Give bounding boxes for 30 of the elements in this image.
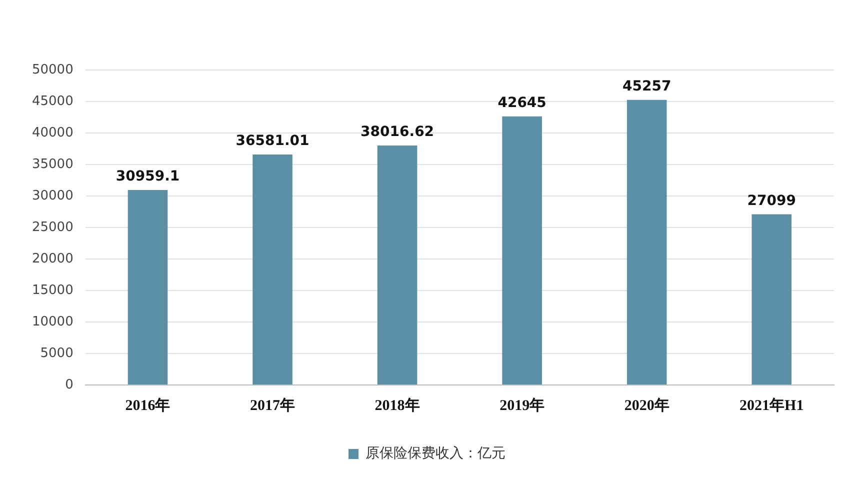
y-tick-label: 40000 [32, 125, 74, 140]
y-tick-label: 10000 [32, 314, 74, 330]
x-tick-label: 2019年 [500, 396, 545, 414]
x-tick-label: 2016年 [125, 396, 170, 414]
x-tick-label: 2017年 [250, 396, 296, 414]
data-label: 36581.01 [236, 133, 310, 150]
data-label: 45257 [622, 78, 672, 95]
x-tick-label: 2020年 [624, 396, 670, 414]
data-label: 27099 [747, 192, 796, 209]
bar [252, 154, 292, 384]
bar [377, 145, 418, 384]
bar [626, 100, 667, 384]
y-tick-label: 50000 [32, 62, 74, 78]
data-label: 30959.1 [116, 168, 180, 185]
y-tick-label: 35000 [32, 156, 74, 172]
data-label: 38016.62 [360, 124, 434, 140]
y-tick-label: 0 [65, 377, 74, 392]
bar [502, 116, 542, 384]
y-tick-label: 20000 [32, 251, 74, 266]
x-tick-label: 2021年H1 [740, 396, 804, 414]
legend-label: 原保险保费收入：亿元 [366, 446, 506, 462]
y-tick-label: 15000 [32, 282, 74, 298]
y-tick-label: 30000 [32, 188, 74, 204]
bar [752, 214, 792, 384]
bar [128, 190, 168, 384]
data-label: 42645 [498, 94, 546, 111]
y-tick-label: 45000 [32, 94, 74, 109]
y-tick-label: 25000 [32, 220, 74, 235]
y-tick-label: 5000 [40, 346, 74, 361]
x-tick-label: 2018年 [374, 396, 420, 414]
